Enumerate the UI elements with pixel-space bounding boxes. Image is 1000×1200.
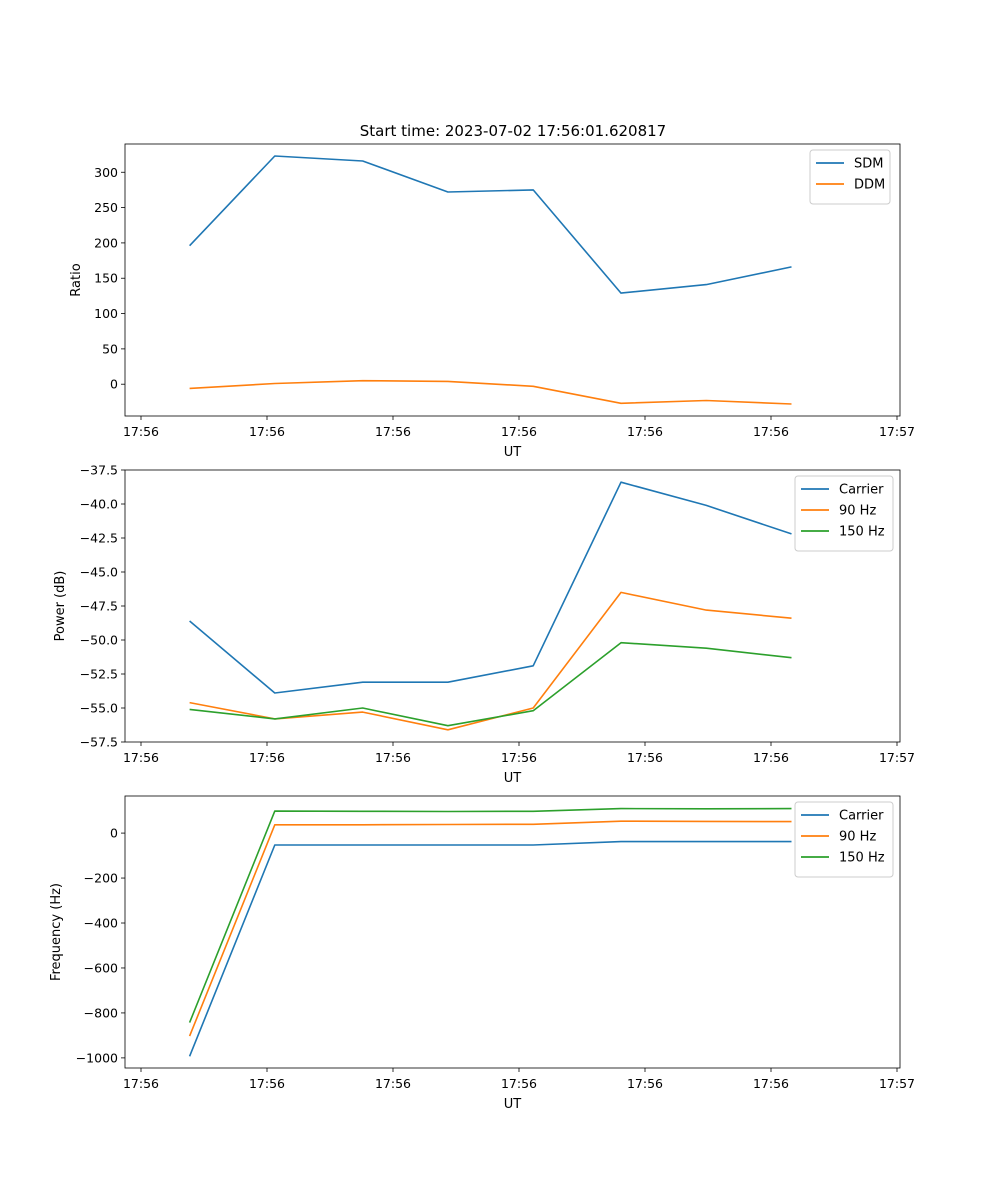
y-tick-label: 200 — [94, 235, 118, 250]
legend-label: Carrier — [839, 483, 884, 498]
legend-label: SDM — [854, 157, 883, 172]
x-tick-label: 17:57 — [879, 424, 915, 439]
y-tick-label: −47.5 — [80, 599, 118, 614]
y-tick-label: 100 — [94, 306, 118, 321]
y-axis-label: Ratio — [69, 263, 84, 296]
x-tick-label: 17:56 — [249, 1076, 285, 1091]
y-tick-label: 0 — [110, 826, 118, 841]
legend-label: 90 Hz — [839, 830, 876, 845]
x-tick-label: 17:56 — [249, 750, 285, 765]
y-tick-label: 50 — [102, 341, 118, 356]
legend-box — [794, 475, 894, 552]
x-tick-label: 17:56 — [753, 750, 789, 765]
chart-panel-3: 17:56 17:56 17:56 17:56 17:56 17:56 17:57 UT −10… — [49, 795, 915, 1112]
x-tick-label: 17:56 — [123, 750, 159, 765]
y-tick-label: 0 — [110, 377, 118, 392]
y-tick-label: −200 — [84, 871, 118, 886]
y-tick-label: 150 — [94, 271, 118, 286]
x-axis-label: UT — [504, 1097, 522, 1112]
legend-label: 90 Hz — [839, 504, 876, 519]
y-tick-label: −400 — [84, 916, 118, 931]
x-tick-label: 17:56 — [627, 424, 663, 439]
y-tick-label: 250 — [94, 200, 118, 215]
x-axis-label: UT — [504, 771, 522, 786]
legend-label: DDM — [854, 178, 885, 193]
y-tick-label: −45.0 — [80, 565, 118, 580]
x-tick-label: 17:56 — [123, 1076, 159, 1091]
series-line-150-hz — [189, 641, 792, 727]
series-line-150-hz — [188, 807, 792, 1023]
y-tick-label: −55.0 — [80, 701, 118, 716]
x-tick-label: 17:56 — [375, 1076, 411, 1091]
y-tick-label: 300 — [94, 165, 118, 180]
y-tick-label: −37.5 — [80, 463, 118, 478]
x-axis-label: UT — [504, 445, 522, 460]
legend-label: 150 Hz — [839, 851, 885, 866]
chart-panel-2: 17:56 17:56 17:56 17:56 17:56 17:56 17:57 UT −57… — [53, 463, 915, 787]
x-tick-label: 17:56 — [123, 424, 159, 439]
y-tick-label: −40.0 — [80, 497, 118, 512]
x-tick-label: 17:56 — [249, 424, 285, 439]
y-tick-label: −800 — [84, 1005, 118, 1020]
legend: Carrier 90 Hz 150 Hz — [794, 801, 894, 878]
panels: 17:56 17:56 17:56 17:56 17:56 17:56 17:57 UT 0 50… — [49, 143, 915, 1112]
legend: Carrier 90 Hz 150 Hz — [794, 475, 894, 552]
y-tick-label: −42.5 — [80, 531, 118, 546]
x-tick-label: 17:56 — [501, 1076, 537, 1091]
x-tick-label: 17:57 — [879, 750, 915, 765]
plot-frame — [124, 795, 901, 1069]
legend-label: Carrier — [839, 809, 884, 824]
y-tick-label: −52.5 — [80, 667, 118, 682]
y-axis-label: Frequency (Hz) — [49, 883, 64, 981]
x-tick-label: 17:56 — [753, 424, 789, 439]
x-tick-label: 17:56 — [627, 1076, 663, 1091]
figure-title: Start time: 2023-07-02 17:56:01.620817 — [360, 122, 666, 140]
y-axis-label: Power (dB) — [53, 571, 68, 642]
series-line-90-hz — [188, 820, 792, 1037]
legend-box — [794, 801, 894, 878]
y-tick-label: −1000 — [76, 1050, 118, 1065]
x-tick-label: 17:56 — [501, 424, 537, 439]
x-tick-label: 17:56 — [375, 424, 411, 439]
series-line-sdm — [189, 155, 792, 294]
series-line-ddm — [189, 379, 792, 405]
x-tick-label: 17:56 — [501, 750, 537, 765]
series-line-carrier — [188, 840, 792, 1057]
legend-label: 150 Hz — [839, 525, 885, 540]
x-tick-label: 17:56 — [375, 750, 411, 765]
y-tick-label: −57.5 — [80, 735, 118, 750]
legend: SDM DDM — [809, 149, 891, 205]
plot-frame — [124, 143, 901, 417]
x-tick-label: 17:57 — [879, 1076, 915, 1091]
y-tick-label: −600 — [84, 960, 118, 975]
x-tick-label: 17:56 — [753, 1076, 789, 1091]
series-line-carrier — [189, 481, 792, 694]
y-tick-label: −50.0 — [80, 633, 118, 648]
chart-panel-1: 17:56 17:56 17:56 17:56 17:56 17:56 17:57 UT 0 50… — [69, 143, 915, 460]
x-tick-label: 17:56 — [627, 750, 663, 765]
